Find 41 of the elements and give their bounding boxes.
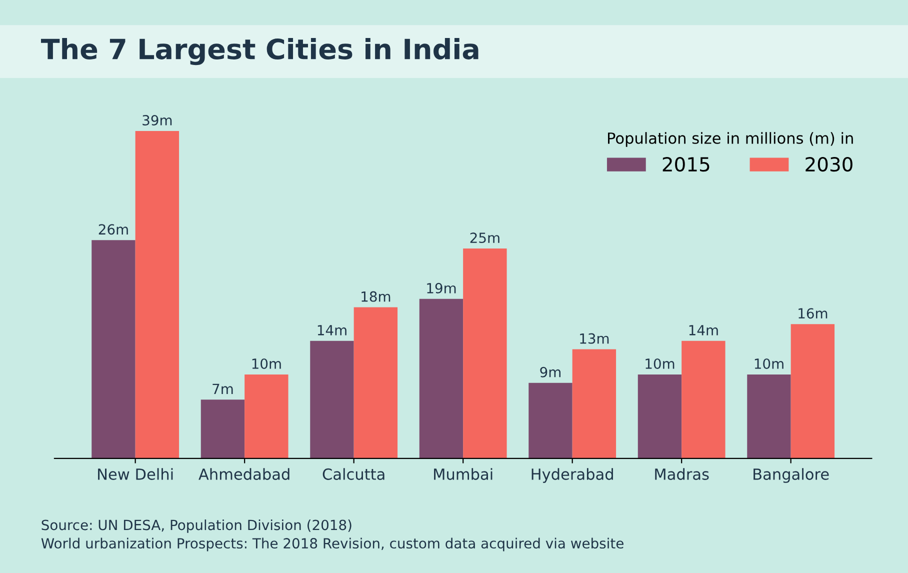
text: World urbanization Prospects: The 2018 Revision, custom data acquired via website: [41, 538, 624, 552]
data-label: 19m: [427, 282, 456, 294]
x-tick-label: Madras: [655, 468, 709, 480]
bar: [572, 349, 616, 458]
chart-title: The 7 Largest Cities in India: [40, 38, 478, 66]
data-label: 10m: [646, 358, 674, 369]
x-tick-label: Bangalore: [754, 468, 829, 483]
x-tick-label: Hyderabad: [532, 468, 613, 483]
bar: [682, 340, 726, 458]
x-tick-label: Ahmedabad: [198, 468, 290, 480]
source-note: Source: UN DESA, Population Division (2018): [42, 519, 352, 533]
data-label: 13m: [580, 333, 609, 344]
bar: [638, 374, 682, 458]
data-label: 16m: [798, 308, 828, 319]
data-label: 14m: [689, 325, 718, 336]
data-label: 7m: [212, 384, 233, 394]
bar: [244, 374, 288, 458]
data-label: 10m: [252, 358, 281, 369]
bar: [200, 400, 245, 458]
data-label: 9m: [540, 366, 560, 378]
data-label: 39m: [142, 114, 172, 126]
x-tick-label: New Delhi: [98, 468, 173, 480]
legend-title: Population size in millions (m) in: [608, 132, 853, 147]
bar: [790, 324, 835, 458]
bar: [747, 374, 791, 458]
bar: [419, 298, 464, 458]
bar: [528, 382, 572, 458]
data-label: 10m: [754, 358, 784, 369]
data-label: 26m: [98, 224, 128, 235]
data-label: 14m: [318, 325, 346, 336]
bar: [135, 130, 180, 458]
data-label: 18m: [362, 291, 390, 302]
bar: [354, 307, 398, 458]
bar: [463, 248, 507, 458]
x-tick-label: Calcutta: [322, 468, 384, 480]
data-label: 25m: [470, 232, 500, 244]
bar: [92, 240, 136, 458]
bar: [310, 340, 354, 458]
legend-label: 2015: [662, 156, 710, 172]
legend-label: 2030: [806, 156, 852, 172]
x-tick-label: Mumbai: [434, 468, 492, 480]
